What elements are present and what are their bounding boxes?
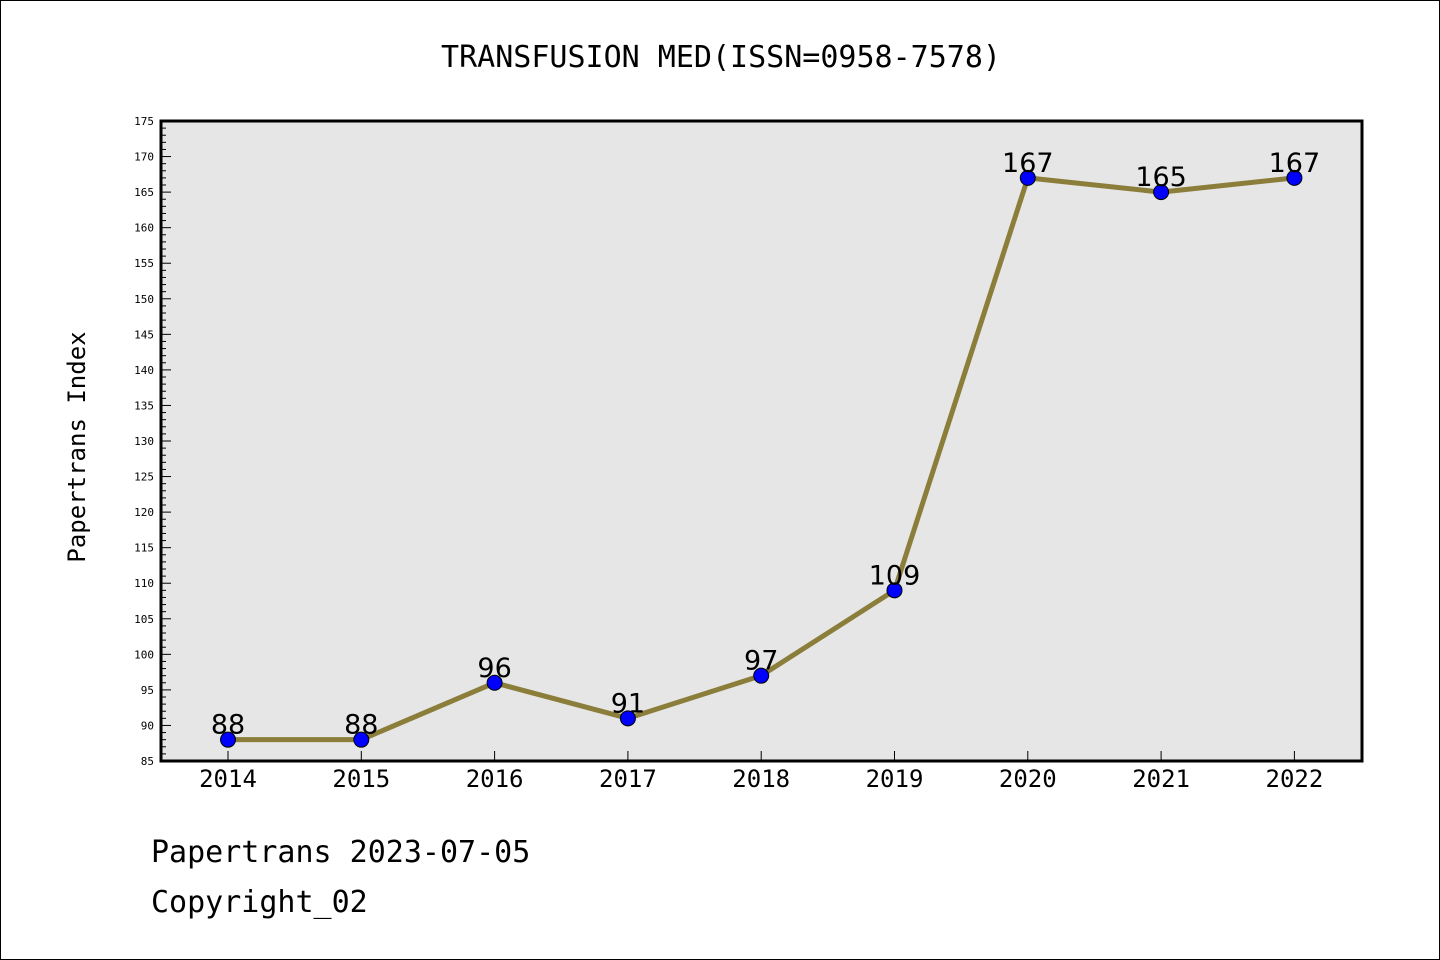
y-tick-label: 175 — [134, 115, 154, 128]
y-tick-label: 150 — [134, 293, 154, 306]
y-tick-label: 140 — [134, 364, 154, 377]
x-tick-label: 2016 — [466, 765, 524, 793]
data-label: 167 — [1269, 148, 1321, 179]
data-point — [1153, 184, 1170, 201]
footer-date: Papertrans 2023-07-05 — [151, 835, 531, 870]
y-tick-label: 105 — [134, 613, 154, 626]
plot-area — [161, 121, 1362, 761]
x-axis: 2014 2015 2016 2017 2018 2019 2020 2021 2022 — [199, 751, 1323, 793]
data-point — [220, 731, 236, 748]
y-tick-label: 155 — [134, 257, 154, 270]
data-label: 109 — [869, 560, 921, 591]
y-tick-label: 120 — [134, 506, 154, 519]
data-label: 91 — [611, 688, 645, 719]
x-tick-label: 2022 — [1266, 765, 1324, 793]
x-tick-label: 2018 — [732, 765, 790, 793]
data-point — [1019, 169, 1036, 186]
data-point — [886, 582, 903, 599]
y-axis: 85 90 95 100 105 110 115 120 125 130 135 140 145 150 1… — [134, 115, 171, 768]
y-tick-label: 125 — [134, 471, 154, 484]
data-label: 97 — [744, 646, 778, 677]
y-tick-label: 135 — [134, 399, 154, 412]
y-tick-label: 160 — [134, 222, 154, 235]
y-tick-label: 90 — [141, 719, 154, 732]
y-tick-label: 130 — [134, 435, 154, 448]
x-tick-label: 2020 — [999, 765, 1057, 793]
y-tick-label: 145 — [134, 328, 154, 341]
data-point — [619, 710, 636, 727]
y-tick-label: 95 — [141, 684, 154, 697]
x-tick-label: 2021 — [1132, 765, 1190, 793]
x-tick-label: 2015 — [332, 765, 390, 793]
x-tick-label: 2019 — [866, 765, 924, 793]
data-label: 88 — [211, 710, 245, 741]
x-tick-label: 2017 — [599, 765, 657, 793]
y-tick-label: 100 — [134, 648, 154, 661]
data-point — [753, 667, 770, 684]
data-label: 88 — [344, 710, 378, 741]
data-point — [486, 674, 503, 691]
y-tick-label: 165 — [134, 186, 154, 199]
series-group: 88 88 96 91 97 109 167 165 167 — [211, 148, 1321, 748]
data-point — [353, 731, 370, 748]
data-point — [1286, 169, 1303, 186]
y-tick-label: 115 — [134, 542, 154, 555]
footer-copyright: Copyright_02 — [151, 885, 368, 920]
data-label: 96 — [477, 653, 511, 684]
chart-title: TRANSFUSION MED(ISSN=0958-7578) — [441, 40, 1001, 75]
plot-border — [159, 119, 1364, 763]
y-axis-label: Papertrans Index — [63, 331, 91, 562]
y-tick-label: 85 — [141, 755, 154, 768]
data-label: 165 — [1135, 162, 1187, 193]
y-tick-label: 110 — [134, 577, 154, 590]
x-tick-label: 2014 — [199, 765, 257, 793]
data-label: 167 — [1002, 148, 1054, 179]
y-tick-label: 170 — [134, 151, 154, 164]
